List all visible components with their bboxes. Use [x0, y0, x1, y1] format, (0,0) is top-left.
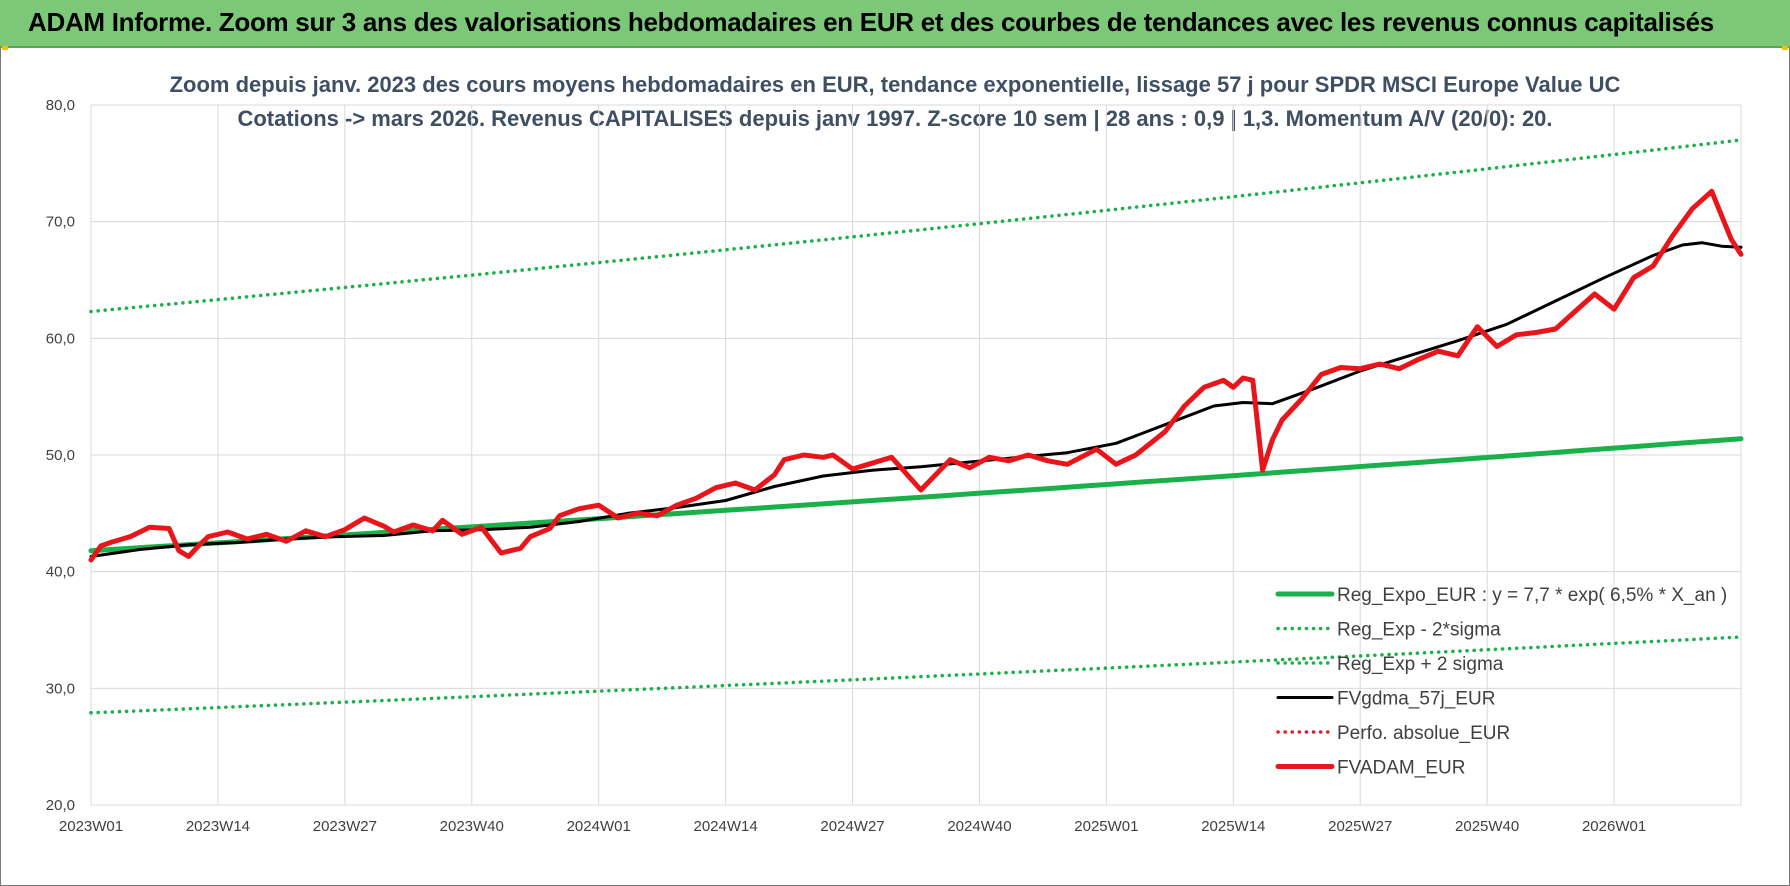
- title-banner: ADAM Informe. Zoom sur 3 ans des valoris…: [0, 0, 1790, 48]
- x-tick-label: 2025W14: [1201, 818, 1265, 835]
- chart-legend: Reg_Expo_EUR : y = 7,7 * exp( 6,5% * X_a…: [1275, 585, 1727, 779]
- y-axis-ticks: 80,0 70,0 60,0 50,0 40,0 30,0 20,0: [46, 97, 75, 814]
- chart-title-line-1: Zoom depuis janv. 2023 des cours moyens …: [169, 72, 1621, 97]
- y-tick-label: 60,0: [46, 330, 75, 347]
- legend-label: Reg_Exp - 2*sigma: [1337, 620, 1501, 641]
- x-tick-label: 2024W14: [694, 818, 758, 835]
- x-tick-label: 2023W40: [440, 818, 504, 835]
- x-tick-label: 2023W01: [59, 818, 123, 835]
- x-axis-ticks: 2023W01 2023W14 2023W27 2023W40 2024W01 2024W…: [59, 818, 1646, 835]
- legend-label: FVgdma_57j_EUR: [1337, 689, 1495, 710]
- corner-mark-right: [1782, 46, 1788, 50]
- x-tick-label: 2026W01: [1582, 818, 1646, 835]
- x-tick-label: 2024W27: [820, 818, 884, 835]
- corner-mark-left: [2, 46, 8, 50]
- legend-label: Reg_Expo_EUR : y = 7,7 * exp( 6,5% * X_a…: [1337, 585, 1727, 606]
- x-tick-label: 2024W40: [947, 818, 1011, 835]
- y-tick-label: 80,0: [46, 97, 75, 114]
- series-line-reg-expo-eur: [88, 436, 1744, 554]
- x-tick-label: 2025W40: [1455, 818, 1519, 835]
- series-line-reg-exp-2-sigma: [89, 138, 1743, 314]
- y-tick-label: 30,0: [46, 680, 75, 697]
- y-tick-label: 50,0: [46, 447, 75, 464]
- legend-label: FVADAM_EUR: [1337, 758, 1465, 779]
- series-lines: [88, 138, 1744, 715]
- series-line-fvadam-eur: [88, 188, 1744, 563]
- legend-label: Reg_Exp + 2 sigma: [1337, 654, 1504, 675]
- y-tick-label: 40,0: [46, 564, 75, 581]
- y-tick-label: 70,0: [46, 214, 75, 231]
- x-tick-label: 2025W27: [1328, 818, 1392, 835]
- chart-title-line-2: Cotations -> mars 2026. Revenus CAPITALI…: [237, 106, 1553, 131]
- x-tick-label: 2023W27: [313, 818, 377, 835]
- x-tick-label: 2025W01: [1074, 818, 1138, 835]
- y-tick-label: 20,0: [46, 797, 75, 814]
- x-tick-label: 2023W14: [186, 818, 250, 835]
- series-line-fvgdma-57j-eur: [89, 241, 1743, 558]
- series-line-reg-exp-2-sigma: [89, 635, 1743, 715]
- legend-label: Perfo. absolue_EUR: [1337, 723, 1510, 744]
- banner-title: ADAM Informe. Zoom sur 3 ans des valoris…: [28, 7, 1714, 37]
- x-tick-label: 2024W01: [567, 818, 631, 835]
